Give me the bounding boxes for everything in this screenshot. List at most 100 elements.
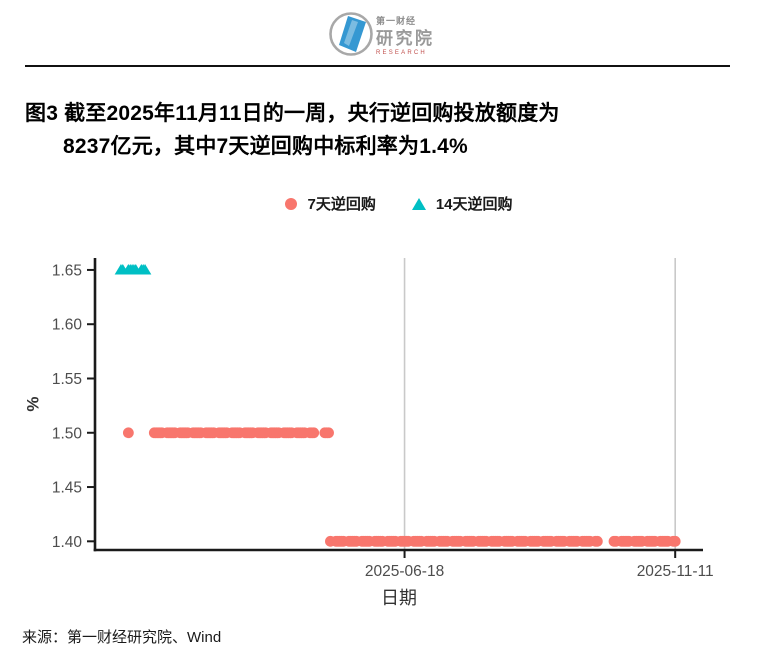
- data-point-7d: [540, 535, 551, 547]
- data-point-7d: [541, 535, 553, 547]
- data-point-7d: [629, 535, 640, 547]
- data-point-7d: [215, 427, 227, 439]
- data-point-7d: [428, 535, 440, 547]
- data-point-7d: [475, 535, 486, 547]
- data-point-7d: [660, 535, 672, 547]
- data-point-7d: [228, 427, 240, 439]
- data-point-7d: [617, 535, 629, 547]
- logo-diamond-icon: [339, 16, 366, 52]
- data-point-7d: [239, 427, 251, 439]
- data-point-7d: [389, 535, 401, 547]
- data-point-7d: [451, 535, 462, 547]
- data-point-7d: [538, 535, 549, 547]
- data-point-7d: [386, 535, 397, 547]
- data-point-7d: [195, 427, 207, 439]
- data-point-7d: [436, 535, 448, 547]
- data-point-7d: [425, 535, 436, 547]
- data-point-7d: [161, 427, 173, 439]
- y-tick-label: 1.45: [52, 480, 82, 497]
- data-point-7d: [452, 535, 464, 547]
- data-point-7d: [226, 427, 238, 439]
- data-point-7d: [267, 427, 279, 439]
- data-point-7d: [278, 427, 290, 439]
- data-point-7d: [488, 535, 499, 547]
- header: 第一财经 研究院 RESEARCH: [0, 8, 770, 60]
- data-point-7d: [480, 535, 492, 547]
- data-point-7d: [174, 427, 186, 439]
- data-point-7d: [554, 535, 566, 547]
- data-point-14d: [123, 263, 137, 275]
- data-point-7d: [499, 535, 511, 547]
- data-point-14d: [136, 263, 150, 275]
- data-point-7d: [245, 427, 257, 439]
- data-point-7d: [337, 535, 349, 547]
- data-point-7d: [449, 535, 461, 547]
- data-point-7d: [319, 427, 331, 439]
- data-point-7d: [399, 535, 410, 547]
- data-point-7d: [590, 535, 601, 547]
- data-point-7d: [360, 535, 372, 547]
- data-point-7d: [567, 535, 579, 547]
- brand-name-small: 第一财经: [376, 15, 416, 26]
- data-point-7d: [336, 535, 347, 547]
- data-point-7d: [271, 427, 283, 439]
- data-point-7d: [491, 535, 503, 547]
- figure-title-line1: 图3 截至2025年11月11日的一周，央行逆回购投放额度为: [25, 102, 560, 125]
- data-point-7d: [373, 535, 385, 547]
- data-point-7d: [454, 535, 466, 547]
- data-point-7d: [156, 427, 168, 439]
- data-point-7d: [395, 535, 407, 547]
- data-point-7d: [413, 535, 425, 547]
- data-point-7d: [286, 427, 297, 439]
- data-point-7d: [323, 427, 334, 439]
- data-point-7d: [582, 535, 594, 547]
- data-point-7d: [423, 535, 435, 547]
- data-point-7d: [388, 535, 399, 547]
- data-point-7d: [187, 427, 199, 439]
- data-point-7d: [325, 535, 336, 547]
- brand-name-large: 研究院: [376, 28, 435, 48]
- data-point-7d: [206, 427, 218, 439]
- data-point-7d: [543, 535, 555, 547]
- data-point-7d: [426, 535, 438, 547]
- data-point-7d: [462, 535, 473, 547]
- x-axis-title: 日期: [381, 588, 417, 608]
- data-point-7d: [553, 535, 564, 547]
- data-point-7d: [297, 427, 309, 439]
- data-point-7d: [438, 535, 449, 547]
- data-point-7d: [667, 535, 679, 547]
- data-point-7d: [608, 535, 620, 547]
- data-point-7d: [410, 535, 422, 547]
- data-point-7d: [465, 535, 477, 547]
- x-tick-label: 2025-06-18: [365, 563, 444, 580]
- data-point-7d: [434, 535, 446, 547]
- data-point-7d: [254, 427, 266, 439]
- data-point-7d: [350, 535, 362, 547]
- data-point-7d: [191, 427, 203, 439]
- data-point-7d: [632, 535, 644, 547]
- data-point-7d: [167, 427, 179, 439]
- data-point-7d: [321, 427, 333, 439]
- data-point-7d: [299, 427, 310, 439]
- data-point-7d: [634, 535, 646, 547]
- data-point-7d: [152, 427, 164, 439]
- data-point-7d: [376, 535, 388, 547]
- data-point-7d: [375, 535, 386, 547]
- brand-logo: 第一财经 研究院 RESEARCH: [329, 12, 435, 56]
- data-point-7d: [347, 535, 359, 547]
- data-point-7d: [260, 427, 271, 439]
- data-point-7d: [643, 535, 655, 547]
- data-point-7d: [269, 427, 281, 439]
- data-point-7d: [532, 535, 544, 547]
- data-point-7d: [447, 535, 459, 547]
- data-point-7d: [564, 535, 575, 547]
- legend-label-14d: 14天逆回购: [435, 196, 513, 213]
- data-point-14d: [114, 263, 128, 275]
- data-point-7d: [202, 427, 214, 439]
- data-point-7d: [334, 535, 346, 547]
- data-point-7d: [565, 535, 577, 547]
- data-point-7d: [180, 427, 192, 439]
- data-point-7d: [580, 535, 592, 547]
- data-point-7d: [478, 535, 490, 547]
- data-point-14d: [122, 263, 135, 275]
